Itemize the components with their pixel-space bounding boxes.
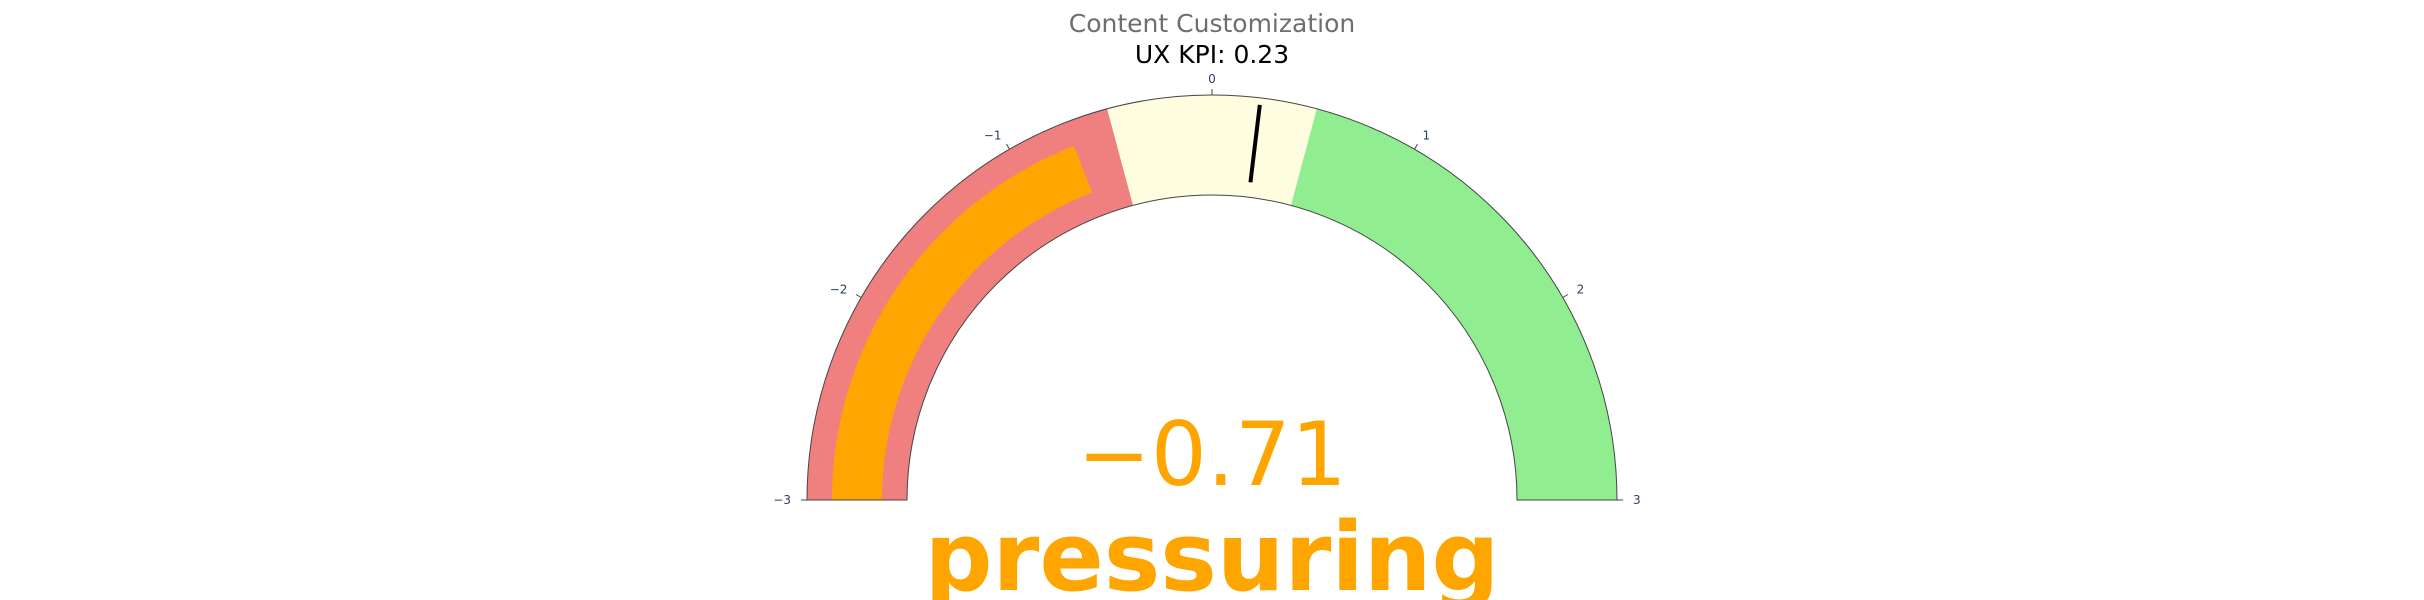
gauge-tick-label: −3	[773, 493, 791, 507]
gauge-threshold-line	[1248, 104, 1262, 183]
gauge-value-bar	[832, 145, 1093, 500]
gauge-value: −0.71	[1077, 403, 1347, 506]
gauge-tick-label: −1	[984, 128, 1002, 142]
gauge-value-label: pressuring	[924, 503, 1499, 600]
gauge-tick-label: 3	[1633, 493, 1641, 507]
gauge-tick-label: 1	[1423, 128, 1431, 142]
gauge-step-1	[1107, 95, 1317, 206]
gauge-tick-mark	[1562, 294, 1569, 298]
gauge-tick-mark	[855, 294, 862, 298]
chart-title: Content Customization	[1069, 9, 1355, 38]
gauge-tick-mark	[1414, 143, 1418, 150]
gauge-outline	[806, 94, 1618, 501]
gauge-tick-label: 2	[1577, 283, 1585, 297]
gauge-step-2	[1290, 108, 1617, 500]
gauge-tick-label: 0	[1208, 72, 1216, 86]
gauge-tick-mark	[1006, 143, 1010, 150]
gauge-tick-label: −2	[830, 283, 848, 297]
chart-subtitle: UX KPI: 0.23	[1135, 40, 1289, 69]
